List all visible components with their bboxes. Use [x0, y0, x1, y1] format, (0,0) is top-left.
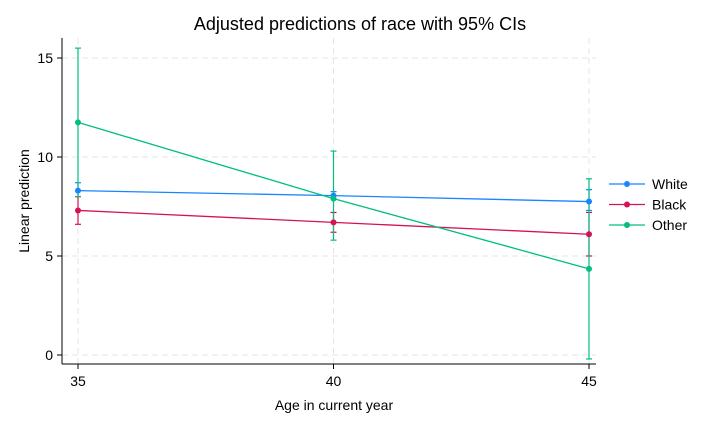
- x-axis-label: Age in current year: [275, 397, 394, 413]
- tick-labels: 0 5 10 15 35 40 45: [37, 50, 597, 389]
- y-tick-label: 0: [45, 347, 53, 363]
- legend-marker: [624, 201, 630, 208]
- data-point-black: [75, 207, 81, 214]
- data-point-other: [330, 195, 337, 202]
- x-tick-label: 45: [581, 373, 597, 389]
- data-point-black: [586, 231, 592, 238]
- legend-marker: [624, 181, 630, 187]
- legend-label: White: [652, 176, 688, 192]
- chart-title: Adjusted predictions of race with 95% CI…: [194, 14, 526, 34]
- legend-marker: [624, 222, 630, 228]
- series-lines: [75, 119, 592, 272]
- data-point-other: [586, 265, 592, 272]
- gridlines: [62, 38, 596, 364]
- data-point-white: [586, 198, 592, 205]
- legend-label: Other: [652, 217, 687, 233]
- data-point-white: [75, 187, 81, 194]
- y-tick-label: 10: [37, 149, 53, 165]
- legend-label: Black: [652, 197, 687, 213]
- y-axis-label: Linear prediction: [16, 149, 32, 253]
- axes: [61, 38, 596, 365]
- x-tick-label: 40: [326, 373, 342, 389]
- y-tick-label: 5: [45, 248, 53, 264]
- legend: White Black Other: [609, 176, 688, 233]
- data-point-black: [330, 219, 337, 226]
- x-tick-label: 35: [70, 373, 86, 389]
- y-tick-label: 15: [37, 50, 53, 66]
- data-point-other: [75, 119, 81, 126]
